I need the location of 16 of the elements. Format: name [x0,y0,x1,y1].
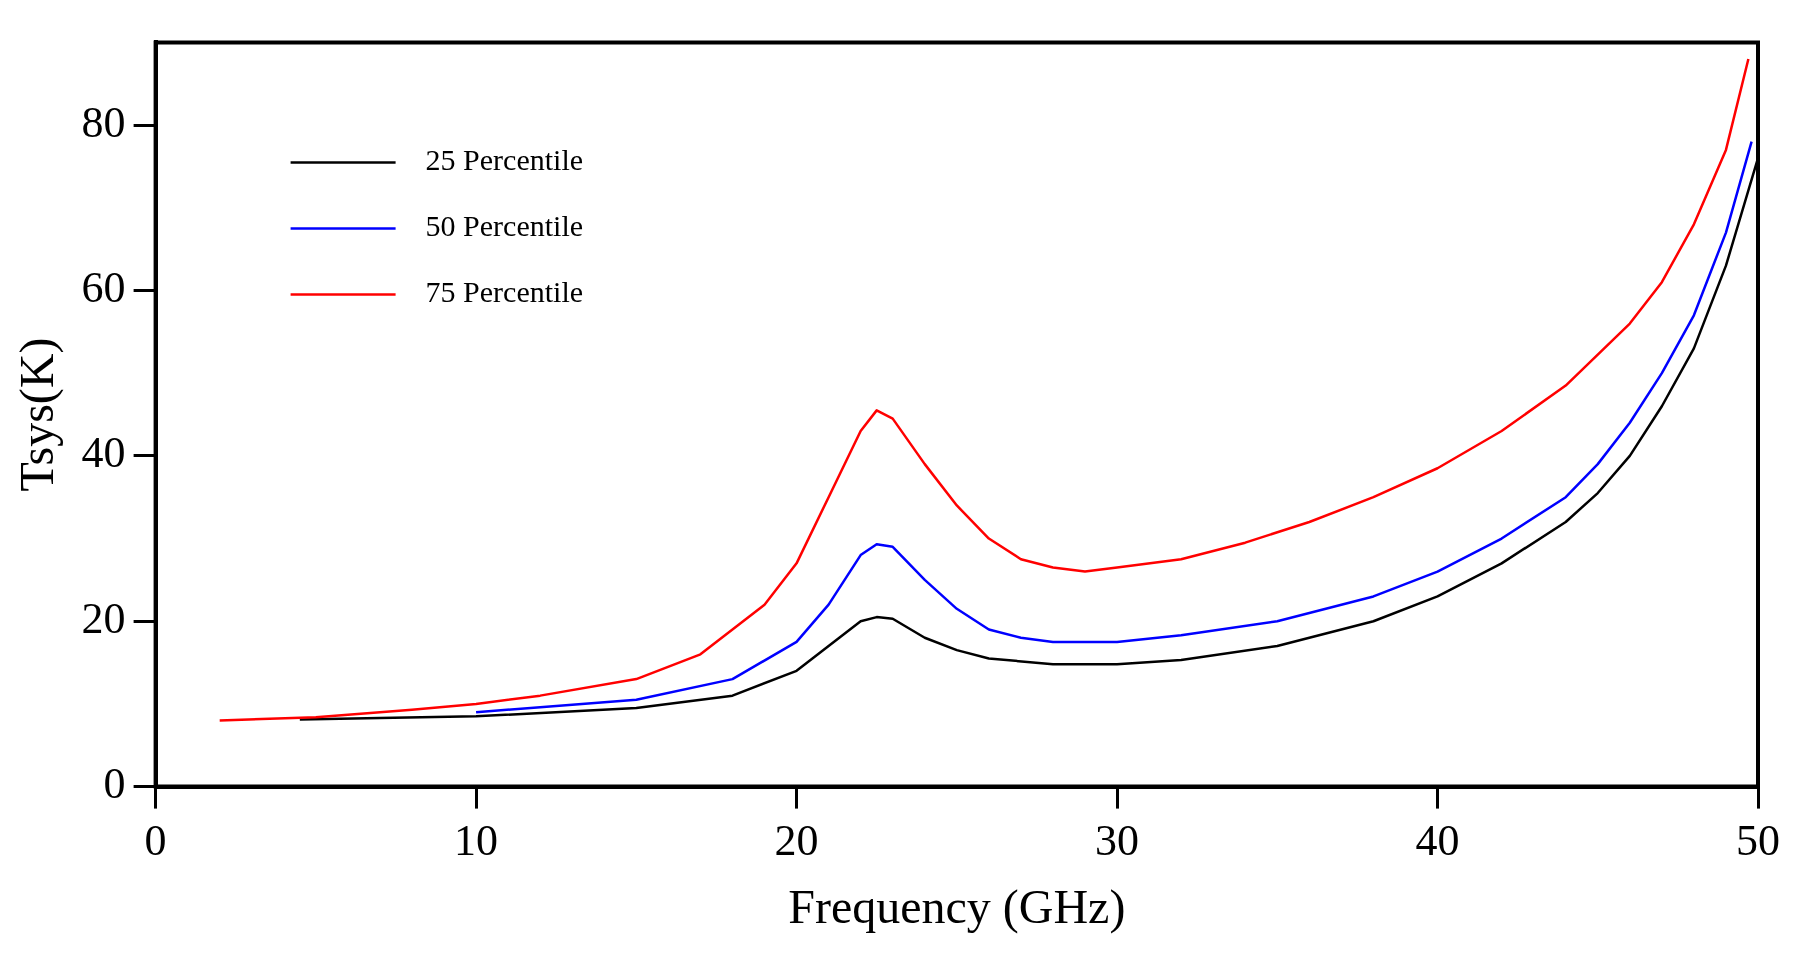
y-tick-label: 40 [81,428,126,478]
legend-label: 25 Percentile [425,143,584,177]
x-tick-label: 10 [454,815,499,865]
y-tick-label: 0 [103,759,126,809]
x-tick-label: 50 [1736,815,1780,865]
legend-label: 50 Percentile [425,209,584,243]
x-tick-label: 30 [1095,815,1140,865]
x-tick-label: 20 [774,815,819,865]
x-tick-label: 40 [1415,815,1460,865]
legend-label: 75 Percentile [425,275,584,309]
y-axis-title: Tsys(K) [10,337,65,492]
y-tick-label: 60 [81,263,126,313]
x-axis-title: Frequency (GHz) [788,879,1126,934]
y-tick-label: 80 [81,97,126,147]
y-tick-label: 20 [81,593,126,643]
x-tick-label: 0 [144,815,167,865]
